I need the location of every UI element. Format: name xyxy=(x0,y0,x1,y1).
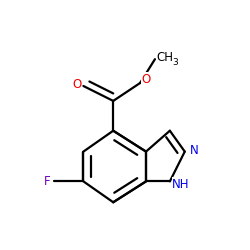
Text: CH: CH xyxy=(156,51,174,64)
Text: N: N xyxy=(190,144,199,156)
Text: 3: 3 xyxy=(172,58,178,68)
Text: NH: NH xyxy=(172,178,190,191)
Text: O: O xyxy=(142,73,151,86)
Text: F: F xyxy=(44,175,50,188)
Text: O: O xyxy=(72,78,81,91)
